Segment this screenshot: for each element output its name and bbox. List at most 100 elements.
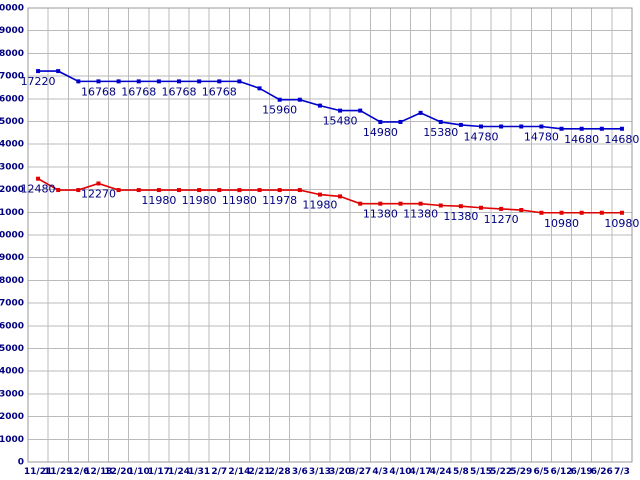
x-axis-tick-label: 2/28	[269, 467, 291, 477]
y-axis-tick-label: 1000	[0, 435, 24, 445]
data-point-marker[interactable]	[579, 126, 584, 131]
x-axis-tick-label: 5/29	[510, 467, 532, 477]
data-point-label: 16768	[202, 85, 237, 98]
data-point-marker[interactable]	[499, 124, 504, 129]
data-point-marker[interactable]	[619, 210, 624, 215]
data-point-marker[interactable]	[237, 79, 242, 84]
data-point-marker[interactable]	[519, 208, 524, 213]
data-point-marker[interactable]	[76, 188, 81, 193]
y-axis-tick-label: 3000	[0, 389, 24, 399]
data-point-label: 11978	[262, 194, 297, 207]
x-axis-tick-label: 11/21	[24, 467, 52, 477]
x-axis-tick-label: 12/20	[104, 467, 132, 477]
x-axis-tick-label: 3/6	[292, 467, 308, 477]
data-point-marker[interactable]	[96, 79, 101, 84]
data-point-marker[interactable]	[619, 126, 624, 131]
data-point-marker[interactable]	[36, 69, 41, 74]
data-point-marker[interactable]	[297, 97, 302, 102]
data-point-marker[interactable]	[197, 188, 202, 193]
data-point-label: 17220	[21, 75, 56, 88]
data-point-marker[interactable]	[378, 119, 383, 124]
data-point-marker[interactable]	[116, 188, 121, 193]
data-point-marker[interactable]	[76, 79, 81, 84]
data-point-label: 16768	[81, 85, 116, 98]
data-point-marker[interactable]	[36, 176, 41, 181]
data-point-marker[interactable]	[338, 108, 343, 113]
series-red-series	[36, 176, 624, 215]
data-point-marker[interactable]	[297, 188, 302, 193]
x-axis-tick-label: 11/29	[44, 467, 72, 477]
x-axis-tick-label: 2/7	[211, 467, 227, 477]
data-point-marker[interactable]	[398, 119, 403, 124]
data-point-marker[interactable]	[277, 188, 282, 193]
data-point-marker[interactable]	[418, 110, 423, 115]
data-point-label: 11980	[182, 194, 217, 207]
data-point-label: 16768	[162, 85, 197, 98]
data-point-marker[interactable]	[539, 210, 544, 215]
data-point-marker[interactable]	[479, 205, 483, 210]
data-point-marker[interactable]	[156, 188, 161, 193]
data-point-marker[interactable]	[177, 188, 181, 193]
data-point-marker[interactable]	[217, 188, 222, 193]
data-point-marker[interactable]	[317, 103, 322, 108]
data-point-marker[interactable]	[136, 188, 141, 193]
data-point-marker[interactable]	[559, 126, 564, 131]
plot-border	[27, 7, 633, 463]
data-point-label: 11380	[403, 208, 438, 221]
data-point-marker[interactable]	[519, 124, 524, 129]
y-axis-tick-label: 14000	[0, 140, 24, 150]
data-point-label: 12270	[81, 187, 116, 200]
data-point-marker[interactable]	[56, 69, 61, 74]
y-axis-tick-label: 19000	[0, 26, 24, 36]
data-point-marker[interactable]	[177, 79, 181, 84]
data-point-marker[interactable]	[458, 122, 463, 127]
x-axis-tick-label: 5/15	[470, 467, 492, 477]
x-axis-tick-label: 7/3	[614, 467, 630, 477]
data-point-marker[interactable]	[317, 192, 322, 197]
x-axis-tick-label: 4/10	[389, 467, 411, 477]
y-axis-tick-label: 2000	[0, 412, 24, 422]
data-point-marker[interactable]	[559, 210, 564, 215]
data-point-marker[interactable]	[438, 203, 443, 208]
data-point-marker[interactable]	[56, 188, 61, 193]
data-point-marker[interactable]	[136, 79, 141, 84]
data-point-marker[interactable]	[599, 210, 604, 215]
data-point-marker[interactable]	[479, 124, 483, 129]
data-point-marker[interactable]	[116, 79, 121, 84]
data-point-marker[interactable]	[579, 210, 584, 215]
series-blue-series	[36, 69, 624, 131]
data-point-marker[interactable]	[217, 79, 222, 84]
data-point-marker[interactable]	[418, 201, 423, 206]
data-point-marker[interactable]	[358, 108, 363, 113]
data-point-marker[interactable]	[499, 206, 504, 211]
x-axis-tick-label: 3/20	[329, 467, 351, 477]
x-axis-tick-label: 1/24	[168, 467, 190, 477]
data-point-marker[interactable]	[257, 86, 262, 91]
data-point-label: 15480	[323, 115, 358, 128]
y-axis-tick-label: 6000	[0, 321, 24, 331]
data-point-marker[interactable]	[156, 79, 161, 84]
data-point-marker[interactable]	[257, 188, 262, 193]
series-line	[37, 178, 622, 214]
x-axis-tick-label: 4/17	[410, 467, 432, 477]
data-point-marker[interactable]	[197, 79, 202, 84]
data-point-marker[interactable]	[277, 97, 282, 102]
data-point-marker[interactable]	[458, 204, 463, 209]
data-point-label: 15960	[262, 104, 297, 117]
data-point-marker[interactable]	[378, 201, 383, 206]
data-point-marker[interactable]	[398, 201, 403, 206]
y-axis-tick-label: 0	[18, 458, 24, 468]
data-point-marker[interactable]	[96, 181, 101, 186]
data-point-marker[interactable]	[358, 201, 363, 206]
data-point-marker[interactable]	[237, 188, 242, 193]
data-point-marker[interactable]	[539, 124, 544, 129]
data-point-marker[interactable]	[599, 126, 604, 131]
data-point-label: 11380	[443, 210, 478, 223]
data-point-marker[interactable]	[438, 119, 443, 124]
x-axis-tick-label: 4/3	[372, 467, 388, 477]
data-point-label: 14780	[524, 130, 559, 143]
x-axis-tick-label: 6/26	[591, 467, 613, 477]
series-line	[38, 70, 622, 130]
data-point-marker[interactable]	[338, 194, 343, 199]
